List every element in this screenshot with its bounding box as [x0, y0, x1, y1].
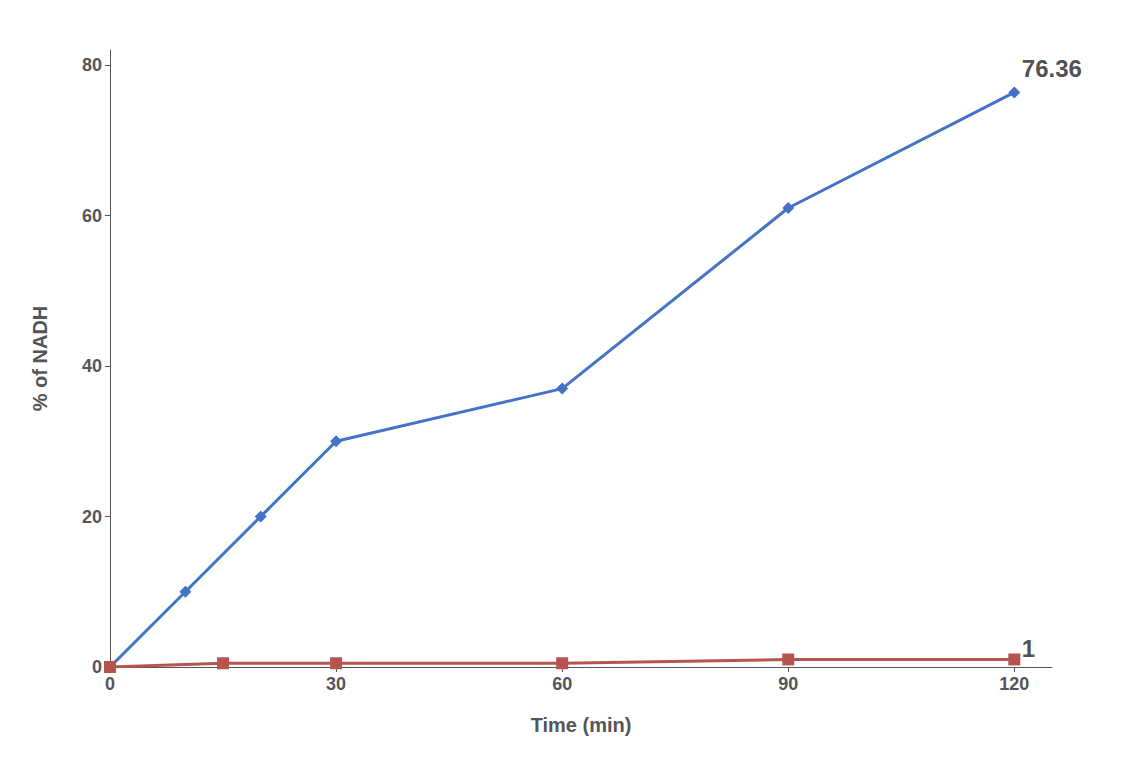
svg-text:76.36: 76.36 [1022, 55, 1082, 82]
svg-text:20: 20 [82, 507, 102, 527]
svg-text:60: 60 [82, 206, 102, 226]
svg-text:80: 80 [82, 55, 102, 75]
svg-text:120: 120 [999, 674, 1029, 694]
svg-text:% of NADH: % of NADH [29, 306, 51, 412]
svg-text:Time (min): Time (min) [531, 714, 632, 736]
svg-text:0: 0 [92, 657, 102, 677]
svg-text:90: 90 [778, 674, 798, 694]
svg-text:0: 0 [105, 674, 115, 694]
svg-text:40: 40 [82, 356, 102, 376]
svg-text:30: 30 [326, 674, 346, 694]
svg-text:1: 1 [1022, 635, 1035, 662]
svg-text:60: 60 [552, 674, 572, 694]
